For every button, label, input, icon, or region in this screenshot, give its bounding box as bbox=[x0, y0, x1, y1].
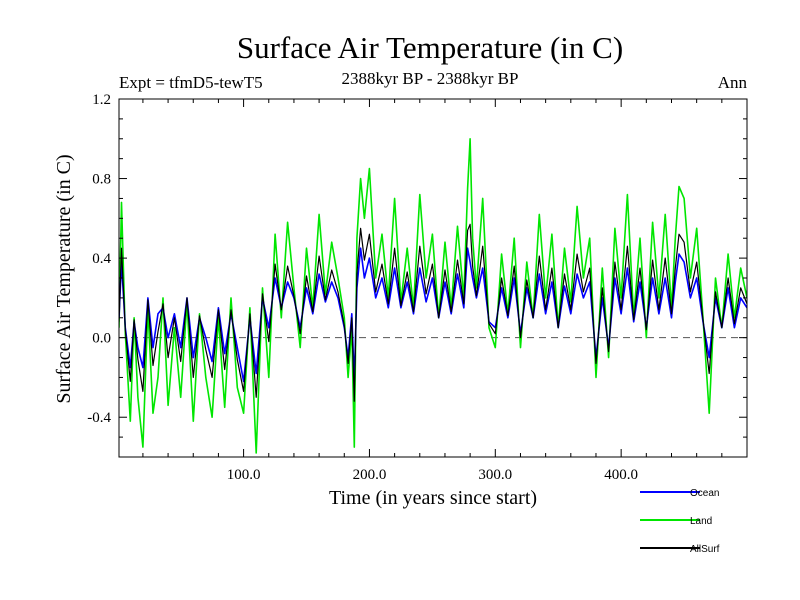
season-label: Ann bbox=[718, 73, 748, 92]
x-axis-ticks: 100.0 200.0 300.0 400.0 bbox=[142, 99, 723, 483]
chart-subtitle: 2388kyr BP - 2388kyr BP bbox=[342, 69, 519, 88]
chart-title: Surface Air Temperature (in C) bbox=[237, 30, 623, 65]
legend: Ocean Land AllSurf bbox=[640, 488, 720, 555]
x-tick-label: 100.0 bbox=[227, 467, 261, 483]
legend-label-land: Land bbox=[690, 516, 712, 527]
y-tick-label: 0.8 bbox=[92, 172, 111, 188]
legend-label-allsurf: AllSurf bbox=[690, 544, 720, 555]
y-tick-label: 0.0 bbox=[92, 331, 111, 347]
series-group bbox=[119, 138, 747, 454]
x-tick-label: 400.0 bbox=[604, 467, 638, 483]
x-tick-label: 200.0 bbox=[353, 467, 387, 483]
series-line-ocean bbox=[119, 247, 747, 383]
x-tick-label: 300.0 bbox=[478, 467, 512, 483]
y-axis-ticks: -0.4 0.0 0.4 0.8 1.2 bbox=[87, 92, 747, 458]
y-tick-label: -0.4 bbox=[87, 410, 111, 426]
series-line-allsurf bbox=[119, 223, 747, 402]
legend-label-ocean: Ocean bbox=[690, 488, 719, 499]
x-axis-label: Time (in years since start) bbox=[329, 487, 537, 509]
y-tick-label: 0.4 bbox=[92, 251, 111, 267]
series-line-land bbox=[119, 138, 747, 454]
y-axis-label: Surface Air Temperature (in C) bbox=[53, 154, 75, 403]
experiment-label: Expt = tfmD5-tewT5 bbox=[119, 73, 263, 92]
y-tick-label: 1.2 bbox=[92, 92, 111, 108]
